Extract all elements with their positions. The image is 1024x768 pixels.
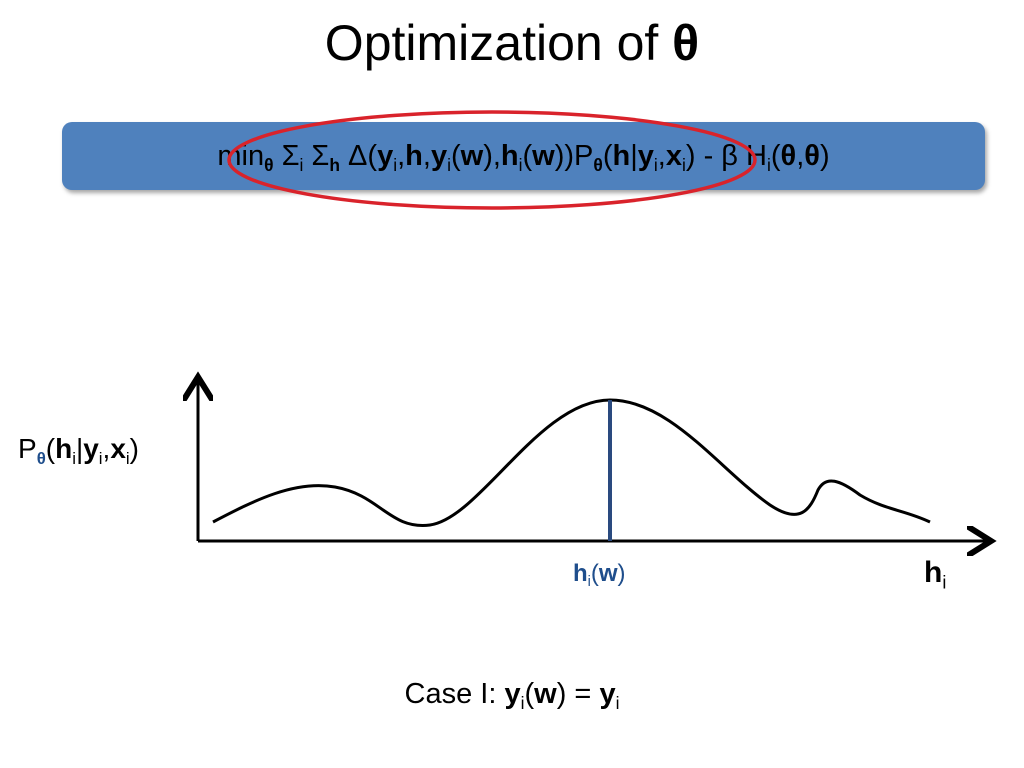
t: y bbox=[83, 433, 99, 464]
t: ) = bbox=[556, 678, 600, 710]
t: h bbox=[55, 433, 73, 464]
f: i bbox=[518, 155, 523, 176]
f: ( bbox=[770, 140, 781, 172]
t: ) bbox=[129, 433, 139, 464]
f: i bbox=[393, 155, 398, 176]
t: i bbox=[942, 572, 947, 593]
t: h bbox=[573, 560, 588, 587]
f: h bbox=[500, 140, 519, 172]
f: θ bbox=[804, 140, 820, 172]
t: w bbox=[534, 678, 557, 710]
t: h bbox=[924, 556, 943, 589]
t: i bbox=[72, 448, 76, 468]
highlight-ellipse bbox=[227, 110, 757, 210]
formula-box bbox=[62, 122, 985, 190]
f: , bbox=[657, 140, 666, 172]
y-axis-label: Pθ(hi|yi,xi) bbox=[18, 433, 139, 468]
t: θ bbox=[36, 448, 46, 468]
f: i bbox=[653, 155, 658, 176]
f: θ bbox=[593, 155, 603, 176]
distribution-curve bbox=[212, 398, 931, 527]
f: , bbox=[397, 140, 406, 172]
t: P bbox=[18, 433, 37, 464]
t: w bbox=[598, 560, 618, 587]
slide-title: Optimization of θ bbox=[0, 14, 1024, 72]
t: ( bbox=[45, 433, 56, 464]
f: - β H bbox=[695, 140, 767, 172]
t: | bbox=[75, 433, 84, 464]
formula: minθ Σi Σh Δ(yi,h,yi(w),hi(w))Pθ(h|yi,xi… bbox=[62, 140, 985, 176]
x-axis-label: hi bbox=[924, 556, 947, 593]
f: Σ bbox=[303, 140, 330, 172]
t: i bbox=[98, 448, 103, 468]
t: ) bbox=[617, 560, 626, 587]
t: i bbox=[587, 574, 591, 591]
f: ) bbox=[685, 140, 696, 172]
t: ( bbox=[590, 560, 599, 587]
f: ))P bbox=[554, 140, 594, 172]
f: x bbox=[665, 140, 682, 172]
t: x bbox=[110, 433, 126, 464]
f: , bbox=[796, 140, 805, 172]
f: , bbox=[422, 140, 431, 172]
t: ( bbox=[524, 678, 535, 710]
title-symbol: θ bbox=[672, 15, 700, 71]
f: | bbox=[630, 140, 638, 172]
f: h bbox=[612, 140, 631, 172]
f: ( bbox=[602, 140, 613, 172]
t: Case I: bbox=[404, 678, 505, 710]
f: y bbox=[377, 140, 394, 172]
marker-label: hi(w) bbox=[573, 560, 626, 591]
t: i bbox=[615, 693, 620, 714]
f: θ bbox=[264, 155, 274, 176]
f: h bbox=[329, 155, 340, 176]
f: ) bbox=[819, 140, 830, 172]
f: i bbox=[681, 155, 686, 176]
f: ( bbox=[450, 140, 461, 172]
t: y bbox=[599, 678, 616, 710]
t: i bbox=[125, 448, 130, 468]
f: Δ( bbox=[339, 140, 378, 172]
f: w bbox=[460, 140, 484, 172]
f: Σ bbox=[273, 140, 300, 172]
f: y bbox=[430, 140, 448, 172]
f: i bbox=[299, 155, 304, 176]
f: h bbox=[405, 140, 423, 172]
f: w bbox=[532, 140, 555, 172]
f: i bbox=[766, 155, 771, 176]
t: , bbox=[102, 433, 111, 464]
f: ( bbox=[522, 140, 533, 172]
f: ), bbox=[483, 140, 501, 172]
caption: Case I: yi(w) = yi bbox=[0, 678, 1024, 714]
t: y bbox=[504, 678, 521, 710]
t: i bbox=[520, 693, 525, 714]
f: i bbox=[447, 155, 451, 176]
f: θ bbox=[780, 140, 797, 172]
title-text: Optimization of bbox=[324, 15, 673, 71]
f: y bbox=[637, 140, 654, 172]
